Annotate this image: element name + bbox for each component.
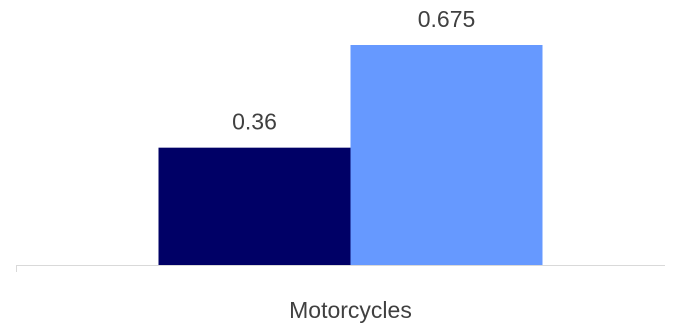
data-label-1: 0.36 (232, 109, 277, 135)
bars-group (158, 45, 543, 265)
bar-2 (350, 45, 543, 265)
category-label: Motorcycles (289, 297, 412, 323)
data-labels-group: 0.36 0.675 (232, 6, 475, 135)
data-label-2: 0.675 (418, 6, 476, 32)
bar-1 (158, 147, 351, 265)
